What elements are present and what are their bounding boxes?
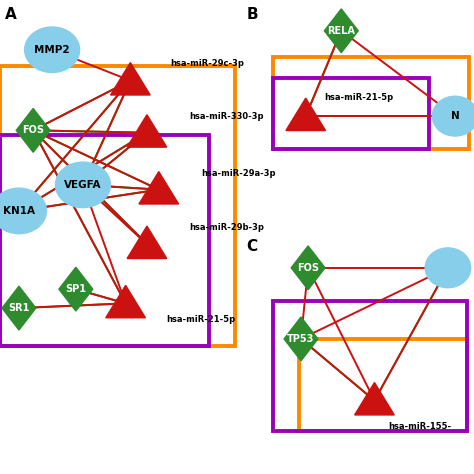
Text: A: A	[5, 7, 17, 22]
Text: hsa-miR-330-3p: hsa-miR-330-3p	[190, 112, 264, 120]
Text: N: N	[451, 111, 459, 121]
Polygon shape	[355, 383, 394, 415]
Text: hsa-miR-29a-3p: hsa-miR-29a-3p	[201, 169, 276, 177]
Ellipse shape	[25, 27, 80, 73]
Polygon shape	[127, 115, 167, 147]
Text: hsa-miR-21-5p: hsa-miR-21-5p	[325, 93, 394, 101]
Text: hsa-miR-29c-3p: hsa-miR-29c-3p	[171, 60, 245, 68]
Bar	[299, 339, 467, 431]
Ellipse shape	[55, 162, 110, 208]
Text: FOS: FOS	[22, 125, 44, 136]
Bar	[273, 57, 469, 149]
Text: hsa-miR-29b-3p: hsa-miR-29b-3p	[190, 223, 264, 232]
Text: hsa-miR-21-5p: hsa-miR-21-5p	[166, 316, 235, 324]
Text: KN1A: KN1A	[3, 206, 35, 216]
Text: SR1: SR1	[8, 303, 30, 313]
Ellipse shape	[0, 188, 46, 234]
Text: hsa-miR-155-: hsa-miR-155-	[389, 422, 452, 431]
Polygon shape	[16, 109, 50, 152]
Text: FOS: FOS	[297, 263, 319, 273]
Polygon shape	[127, 226, 167, 258]
Text: B: B	[246, 7, 258, 22]
Polygon shape	[106, 285, 146, 318]
Text: SP1: SP1	[65, 284, 86, 294]
Bar	[0, 135, 209, 346]
Text: MMP2: MMP2	[34, 45, 70, 55]
Polygon shape	[110, 63, 150, 95]
Bar	[273, 78, 429, 149]
Polygon shape	[2, 286, 36, 330]
Text: VEGFA: VEGFA	[64, 180, 102, 190]
Polygon shape	[324, 9, 358, 53]
Text: C: C	[246, 239, 257, 255]
Polygon shape	[286, 98, 326, 130]
Polygon shape	[59, 267, 93, 311]
Ellipse shape	[425, 248, 471, 288]
Bar	[273, 301, 467, 431]
Polygon shape	[139, 172, 179, 204]
Text: RELA: RELA	[328, 26, 355, 36]
Polygon shape	[284, 317, 318, 361]
Bar	[0, 66, 235, 346]
Polygon shape	[291, 246, 325, 290]
Text: TP53: TP53	[287, 334, 315, 344]
Ellipse shape	[432, 96, 474, 136]
